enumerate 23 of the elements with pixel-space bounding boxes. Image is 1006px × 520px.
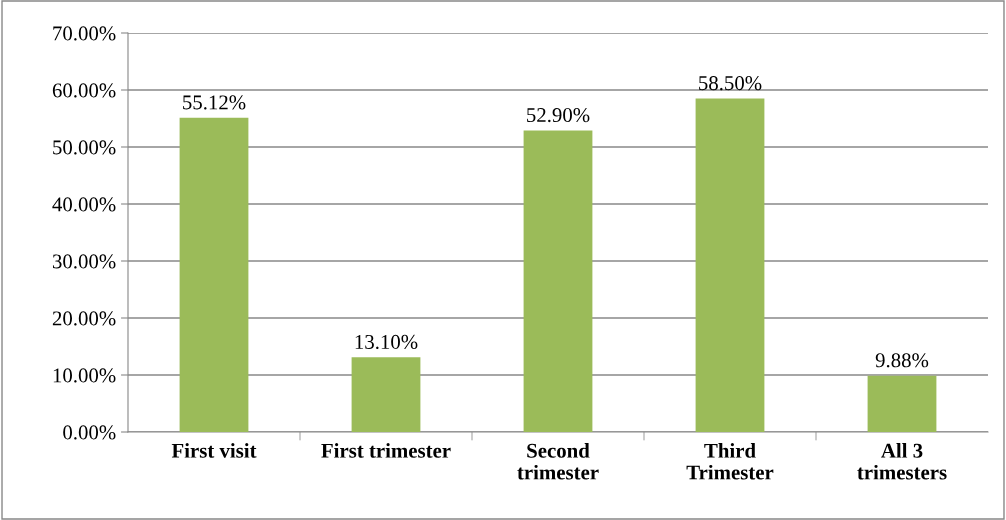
bar xyxy=(523,130,593,432)
y-tick-label: 70.00% xyxy=(53,26,116,41)
data-label: 58.50% xyxy=(699,76,762,91)
y-tick-label: 10.00% xyxy=(53,368,116,383)
bar xyxy=(695,98,765,432)
data-label: 52.90% xyxy=(527,108,590,123)
data-label: 13.10% xyxy=(355,334,418,350)
x-tick-label: First trimester xyxy=(321,443,451,458)
data-label: 55.12% xyxy=(183,95,246,110)
x-tick-label: First visit xyxy=(171,443,257,458)
y-tick-label: 60.00% xyxy=(52,83,116,98)
y-tick-label: 30.00% xyxy=(52,254,116,269)
x-tick-label: All 3 trimesters xyxy=(857,443,947,480)
y-tick-label: 50.00% xyxy=(53,140,116,155)
y-tick-label: 40.00% xyxy=(52,197,116,212)
bar xyxy=(179,117,249,432)
bar xyxy=(867,375,937,432)
x-tick-label: Third Trimester xyxy=(686,443,774,480)
y-tick-label: 20.00% xyxy=(52,311,116,326)
bar xyxy=(351,357,421,432)
data-label: 9.88% xyxy=(875,353,929,368)
y-tick-label: 0.00% xyxy=(63,425,116,440)
x-tick-label: Second trimester xyxy=(517,443,599,480)
